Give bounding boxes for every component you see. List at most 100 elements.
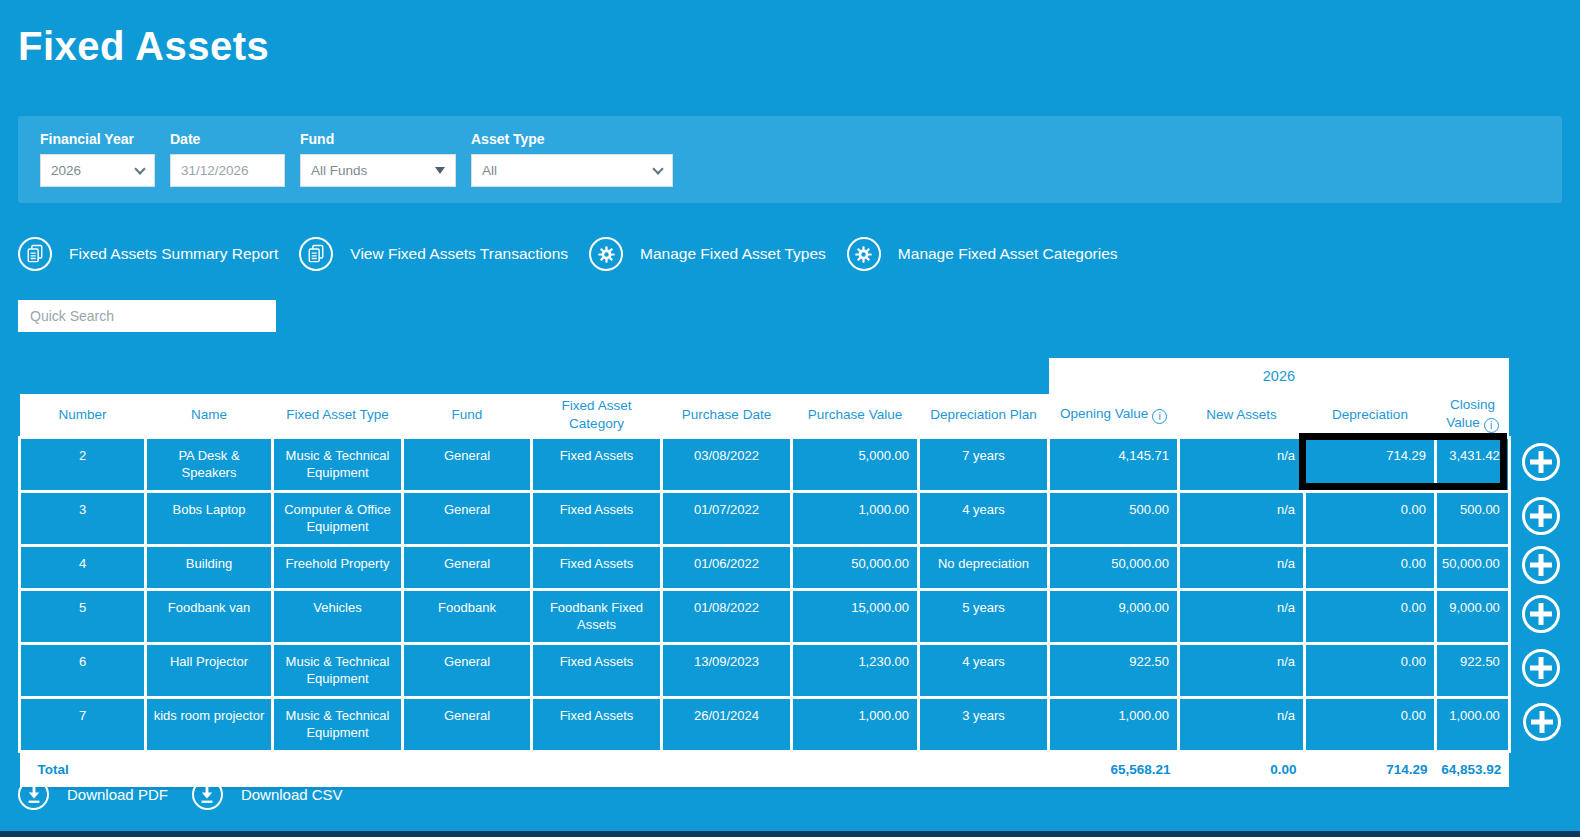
fund-select[interactable]: All Funds — [300, 154, 456, 187]
actions-row: Fixed Assets Summary Report View Fixed A… — [18, 237, 1118, 271]
col-header-new-assets: New Assets — [1179, 394, 1305, 437]
add-transaction-button[interactable] — [1522, 649, 1560, 687]
cell-fixed-asset-category: Foodbank Fixed Assets — [532, 589, 662, 643]
cell-depreciation-plan: 4 years — [919, 643, 1049, 697]
column-header-row: Number Name Fixed Asset Type Fund Fixed … — [20, 394, 1568, 437]
add-transaction-button[interactable] — [1522, 546, 1560, 584]
cell-fund: General — [403, 643, 532, 697]
cell-purchase-value: 1,000.00 — [792, 491, 919, 545]
table-row: 7 kids room projector Music & Technical … — [20, 697, 1568, 751]
download-pdf-button[interactable]: Download PDF — [18, 779, 168, 810]
summary-report-link[interactable]: Fixed Assets Summary Report — [18, 237, 278, 271]
cell-purchase-value: 50,000.00 — [792, 545, 919, 589]
manage-types-label: Manage Fixed Asset Types — [640, 245, 826, 263]
cell-number: 2 — [20, 437, 146, 491]
quick-search-input[interactable] — [18, 300, 276, 332]
cell-purchase-value: 1,000.00 — [792, 697, 919, 751]
cell-number: 7 — [20, 697, 146, 751]
cell-closing-value: 9,000.00 — [1436, 589, 1510, 643]
col-header-fixed-asset-type: Fixed Asset Type — [273, 394, 403, 437]
manage-types-link[interactable]: Manage Fixed Asset Types — [589, 237, 826, 271]
col-header-closing-value: Closing Value — [1436, 394, 1510, 437]
cell-fixed-asset-type: Music & Technical Equipment — [273, 643, 403, 697]
asset-type-select[interactable]: All — [471, 154, 673, 187]
cell-new-assets: n/a — [1179, 589, 1305, 643]
cell-opening-value: 9,000.00 — [1049, 589, 1179, 643]
cell-depreciation-plan: 4 years — [919, 491, 1049, 545]
view-transactions-label: View Fixed Assets Transactions — [350, 245, 568, 263]
table-row: 6 Hall Projector Music & Technical Equip… — [20, 643, 1568, 697]
download-pdf-label: Download PDF — [67, 786, 168, 803]
chevron-down-icon — [652, 163, 663, 174]
cell-fund: General — [403, 491, 532, 545]
cell-depreciation-plan: 5 years — [919, 589, 1049, 643]
date-input[interactable] — [170, 154, 285, 187]
cell-number: 3 — [20, 491, 146, 545]
filter-fund: Fund All Funds — [300, 131, 456, 187]
cell-depreciation: 0.00 — [1305, 491, 1436, 545]
total-opening-value: 65,568.21 — [1049, 751, 1179, 788]
cell-fixed-asset-category: Fixed Assets — [532, 697, 662, 751]
cell-fixed-asset-category: Fixed Assets — [532, 643, 662, 697]
cell-purchase-value: 15,000.00 — [792, 589, 919, 643]
download-icon — [18, 779, 49, 810]
total-new-assets: 0.00 — [1179, 751, 1305, 788]
col-header-depreciation-plan: Depreciation Plan — [919, 394, 1049, 437]
chevron-down-icon — [134, 163, 145, 174]
add-transaction-button[interactable] — [1522, 595, 1560, 633]
cell-name: Bobs Laptop — [146, 491, 273, 545]
year-group-header: 2026 — [1049, 358, 1510, 394]
cell-purchase-date: 13/09/2023 — [662, 643, 792, 697]
cell-fixed-asset-category: Fixed Assets — [532, 491, 662, 545]
cell-opening-value: 4,145.71 — [1049, 437, 1179, 491]
filter-date: Date — [170, 131, 285, 187]
cell-depreciation: 0.00 — [1305, 589, 1436, 643]
view-transactions-link[interactable]: View Fixed Assets Transactions — [299, 237, 568, 271]
total-depreciation: 714.29 — [1305, 751, 1436, 788]
cell-fixed-asset-category: Fixed Assets — [532, 437, 662, 491]
download-csv-button[interactable]: Download CSV — [192, 779, 343, 810]
download-csv-label: Download CSV — [241, 786, 343, 803]
cell-opening-value: 922.50 — [1049, 643, 1179, 697]
cell-number: 5 — [20, 589, 146, 643]
summary-report-label: Fixed Assets Summary Report — [69, 245, 278, 263]
report-icon — [299, 237, 333, 271]
cell-name: PA Desk & Speakers — [146, 437, 273, 491]
cell-closing-value: 922.50 — [1436, 643, 1510, 697]
gear-icon — [847, 237, 881, 271]
cell-fund: General — [403, 545, 532, 589]
financial-year-select[interactable]: 2026 — [40, 154, 155, 187]
add-transaction-button[interactable] — [1523, 703, 1561, 741]
cell-depreciation: 0.00 — [1305, 643, 1436, 697]
downloads-row: Download PDF Download CSV — [18, 779, 343, 810]
cell-name: Hall Projector — [146, 643, 273, 697]
manage-categories-link[interactable]: Manage Fixed Asset Categories — [847, 237, 1118, 271]
cell-depreciation-plan: No depreciation — [919, 545, 1049, 589]
col-header-purchase-value: Purchase Value — [792, 394, 919, 437]
cell-depreciation: 0.00 — [1305, 697, 1436, 751]
cell-fund: Foodbank — [403, 589, 532, 643]
col-header-depreciation: Depreciation — [1305, 394, 1436, 437]
add-transaction-button[interactable] — [1522, 443, 1560, 481]
financial-year-value: 2026 — [51, 163, 81, 178]
cell-opening-value: 500.00 — [1049, 491, 1179, 545]
cell-fixed-asset-category: Fixed Assets — [532, 545, 662, 589]
cell-name: Foodbank van — [146, 589, 273, 643]
cell-closing-value: 50,000.00 — [1436, 545, 1510, 589]
info-icon[interactable] — [1152, 409, 1167, 424]
financial-year-label: Financial Year — [40, 131, 155, 147]
gear-icon — [589, 237, 623, 271]
cell-purchase-date: 01/06/2022 — [662, 545, 792, 589]
cell-opening-value: 1,000.00 — [1049, 697, 1179, 751]
cell-fund: General — [403, 437, 532, 491]
year-group-row: 2026 — [20, 358, 1568, 394]
cell-closing-value: 1,000.00 — [1436, 697, 1510, 751]
cell-purchase-value: 1,230.00 — [792, 643, 919, 697]
info-icon[interactable] — [1484, 418, 1499, 433]
dropdown-arrow-icon — [435, 167, 445, 174]
table-row: 2 PA Desk & Speakers Music & Technical E… — [20, 437, 1568, 491]
add-transaction-button[interactable] — [1522, 497, 1560, 535]
cell-new-assets: n/a — [1179, 491, 1305, 545]
col-header-fixed-asset-category: Fixed Asset Category — [532, 394, 662, 437]
cell-fixed-asset-type: Music & Technical Equipment — [273, 437, 403, 491]
